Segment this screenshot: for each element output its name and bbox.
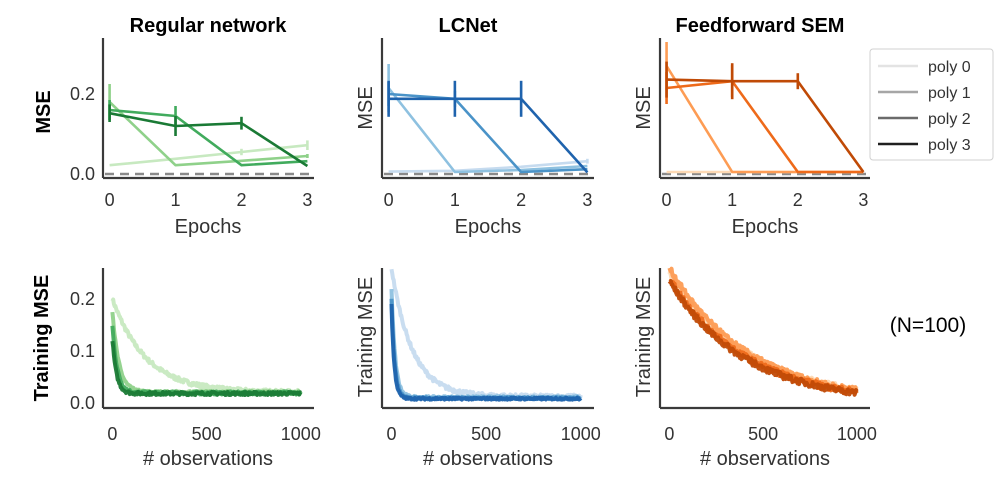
x-tick-label: 1 (450, 190, 460, 210)
training-curve-poly-3 (667, 279, 859, 397)
series-line-poly-1 (387, 87, 588, 174)
training-curve-poly-0 (389, 268, 583, 401)
x-tick-label: 0 (664, 424, 674, 444)
x-tick-label: 3 (302, 190, 312, 210)
series-line-poly-3 (388, 97, 589, 174)
panel-regular-train: Training MSE # observations 0.0 0.1 0.2 0 50… (31, 268, 321, 470)
y-axis-label: MSE (33, 90, 55, 133)
y-tick-label: 0.1 (70, 341, 95, 361)
training-curve-poly-1 (389, 289, 582, 402)
training-curve-poly-3 (389, 303, 582, 402)
panel-feedforward-sem-test: Feedforward SEM MSE Epochs 0 1 2 3 (633, 15, 870, 238)
x-tick-label: 1 (171, 190, 181, 210)
y-tick-label: 0.0 (70, 393, 95, 413)
x-tick-label: 2 (516, 190, 526, 210)
x-axis-label: # observations (700, 448, 830, 470)
x-axis-label: # observations (423, 448, 553, 470)
training-curve-poly-0 (667, 270, 859, 395)
y-axis-label: MSE (633, 86, 655, 129)
panel-lcnet-test: LCNet MSE Epochs 0 1 2 3 (355, 15, 594, 238)
training-curve-poly-0 (110, 297, 303, 396)
panel-title: Feedforward SEM (676, 15, 845, 37)
legend-label: poly 0 (928, 59, 971, 76)
x-tick-label: 0 (107, 424, 117, 444)
x-tick-label: 1000 (281, 424, 321, 444)
series-line-poly-0 (109, 143, 308, 167)
sample-size-annotation: (N=100) (890, 314, 966, 337)
legend: poly 0 poly 1 poly 2 poly 3 (869, 48, 994, 161)
y-axis-label: Training MSE (31, 275, 53, 402)
legend-label: poly 2 (928, 111, 971, 128)
x-tick-label: 1000 (561, 424, 601, 444)
series-line-poly-0 (388, 159, 588, 173)
x-tick-label: 1 (727, 190, 737, 210)
x-tick-label: 3 (582, 190, 592, 210)
x-tick-label: 0 (384, 190, 394, 210)
series-line-poly-2 (666, 79, 864, 174)
legend-label: poly 1 (928, 85, 971, 102)
series-line-poly-2 (109, 108, 308, 167)
y-axis-label: Training MSE (633, 277, 655, 397)
panel-title: Regular network (130, 15, 288, 37)
y-tick-label: 0.2 (70, 289, 95, 309)
training-curve-poly-3 (110, 340, 303, 397)
series-line-poly-2 (388, 92, 588, 174)
series-line-poly-1 (108, 101, 308, 167)
legend-label: poly 3 (928, 137, 971, 154)
y-axis-label: Training MSE (355, 277, 377, 397)
series-line-poly-3 (666, 78, 865, 173)
y-tick-label: 0.2 (70, 84, 95, 104)
training-curve-poly-1 (667, 266, 859, 395)
training-curve-poly-2 (668, 279, 859, 396)
y-axis-label: MSE (355, 86, 377, 129)
x-tick-label: 2 (793, 190, 803, 210)
x-tick-label: 500 (192, 424, 222, 444)
x-tick-label: 0 (105, 190, 115, 210)
series-line-poly-3 (109, 111, 309, 168)
x-axis-label: Epochs (175, 216, 242, 238)
x-tick-label: 3 (858, 190, 868, 210)
x-tick-label: 500 (471, 424, 501, 444)
panel-regular-test: Regular network MSE Epochs 0.0 0.2 0 1 2 3 (33, 15, 314, 238)
training-curve-poly-2 (389, 298, 583, 402)
x-axis-label: Epochs (732, 216, 799, 238)
legend-frame (869, 48, 994, 161)
y-tick-label: 0.0 (70, 164, 95, 184)
x-tick-label: 500 (748, 424, 778, 444)
x-axis-label: # observations (143, 448, 273, 470)
panel-lcnet-train: Training MSE # observations 0 500 1000 (355, 268, 601, 470)
x-tick-label: 2 (236, 190, 246, 210)
x-tick-label: 0 (662, 190, 672, 210)
x-tick-label: 1000 (837, 424, 877, 444)
x-axis-label: Epochs (455, 216, 522, 238)
panel-feedforward-sem-train: Training MSE # observations 0 500 1000 (633, 266, 877, 470)
panel-title: LCNet (439, 15, 498, 37)
x-tick-label: 0 (386, 424, 396, 444)
